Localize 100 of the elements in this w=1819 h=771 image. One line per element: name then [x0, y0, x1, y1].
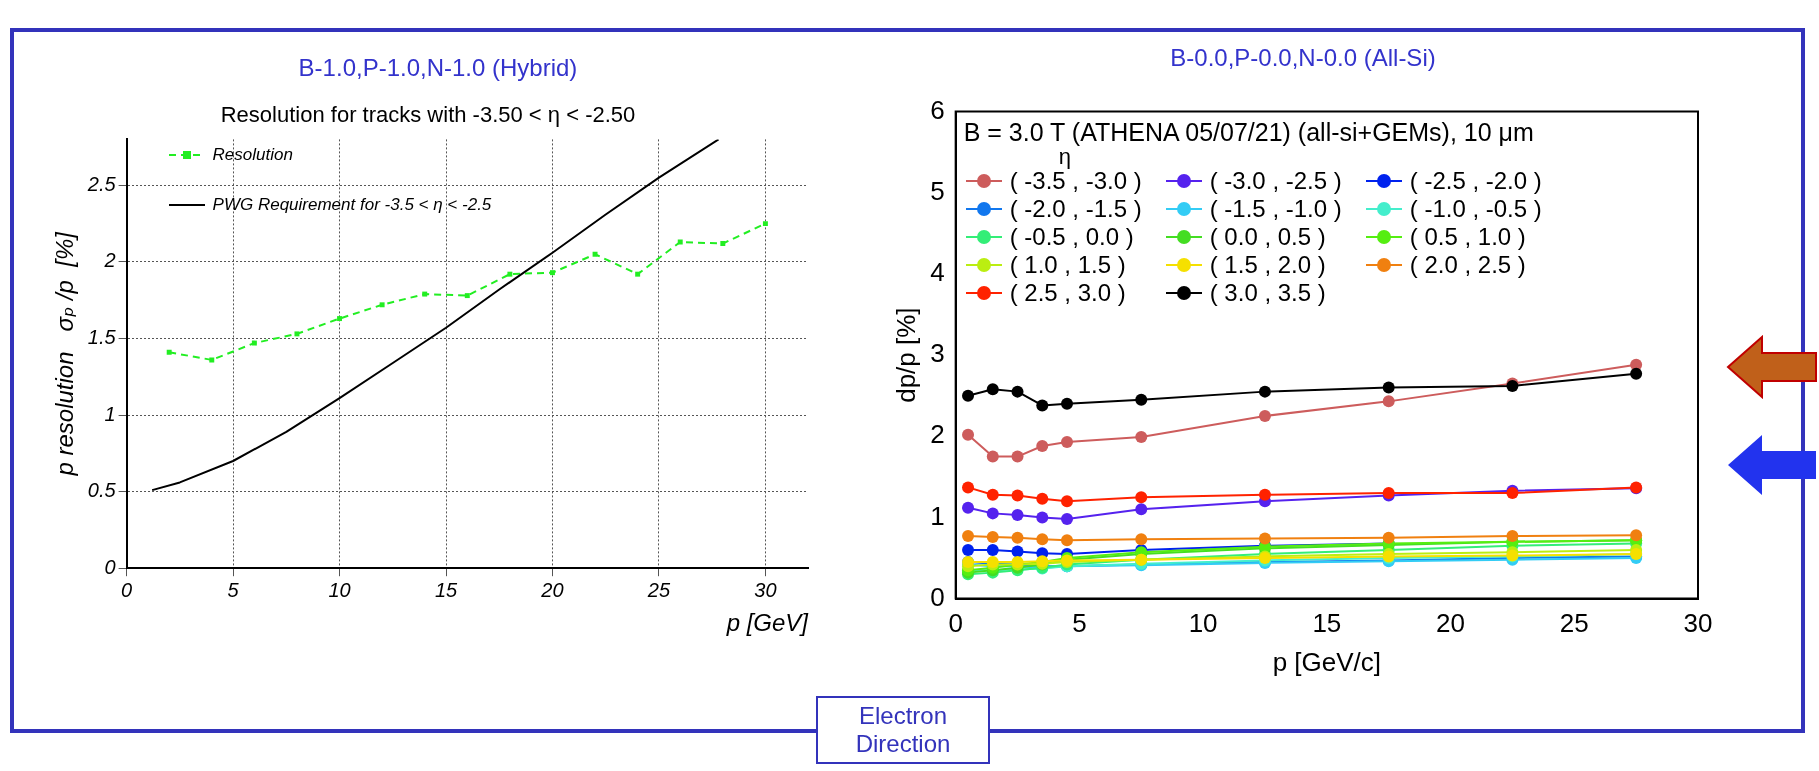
y-tick-label: 1 — [104, 402, 116, 425]
point — [1258, 385, 1271, 398]
point — [720, 241, 726, 247]
point — [294, 331, 300, 337]
point — [1061, 534, 1074, 547]
point — [1011, 531, 1024, 544]
point — [550, 270, 555, 276]
x-tick-label: 10 — [328, 578, 351, 601]
point — [1135, 393, 1148, 406]
point — [592, 251, 598, 257]
chart-subtitle: B = 3.0 T (ATHENA 05/07/21) (all-si+GEMs), 10 μm — [963, 117, 1535, 147]
legend-label: ( -1.5 , -1.0 ) — [1209, 194, 1342, 223]
legend-label: PWG Requirement for -3.5 < η < -2.5 — [212, 195, 492, 216]
x-tick-label: 15 — [1312, 608, 1342, 639]
point — [1382, 395, 1395, 408]
point — [1036, 511, 1049, 524]
x-axis-title: p [GeV/c] — [1272, 646, 1382, 677]
point — [422, 291, 428, 297]
point — [962, 530, 975, 543]
point — [1011, 489, 1024, 502]
x-tick-label: 25 — [646, 578, 671, 601]
point — [1382, 381, 1395, 394]
point — [1258, 532, 1271, 545]
legend-label: ( -3.0 , -2.5 ) — [1209, 166, 1342, 195]
point — [635, 271, 641, 277]
point — [1011, 450, 1024, 463]
point — [1135, 491, 1148, 504]
legend-label: ( 2.0 , 2.5 ) — [1409, 250, 1526, 279]
y-axis-title: p resolution σₚ /p [%] — [51, 230, 79, 477]
point — [1630, 367, 1643, 380]
legend-label: ( 1.0 , 1.5 ) — [1009, 250, 1126, 279]
point — [762, 221, 768, 227]
x-tick-label: 0 — [121, 578, 133, 601]
x-tick-label: 30 — [1683, 608, 1713, 639]
y-tick-label: 0.5 — [87, 479, 117, 502]
point — [507, 271, 513, 277]
point — [962, 389, 975, 402]
point — [1011, 545, 1024, 558]
chart-subtitle: Resolution for tracks with -3.50 < η < -2.50 — [220, 102, 636, 128]
point — [1061, 513, 1074, 526]
y-axis-title: dp/p [%] — [890, 307, 921, 403]
y-tick-label: 2.5 — [86, 172, 117, 195]
point — [1061, 397, 1074, 410]
x-tick-label: 5 — [1072, 608, 1087, 639]
point — [1135, 533, 1148, 546]
y-tick-label: 1.5 — [87, 326, 117, 349]
x-tick-label: 30 — [754, 578, 777, 601]
point — [962, 428, 975, 441]
point — [1061, 435, 1074, 448]
point — [1011, 509, 1024, 521]
point — [209, 357, 215, 363]
y-tick-label: 3 — [930, 338, 945, 369]
point — [986, 488, 999, 501]
point — [1036, 399, 1049, 412]
point — [1630, 529, 1643, 542]
point — [1135, 431, 1148, 444]
point — [251, 340, 257, 346]
point — [1258, 488, 1271, 501]
y-tick-label: 4 — [930, 257, 945, 288]
point — [962, 481, 975, 494]
y-tick-label: 2 — [930, 419, 945, 450]
point — [166, 349, 172, 355]
legend-label: ( 3.0 , 3.5 ) — [1209, 278, 1326, 307]
point — [1036, 440, 1049, 453]
legend-label: ( 0.0 , 0.5 ) — [1209, 222, 1326, 251]
point — [1061, 495, 1074, 508]
point — [1011, 385, 1024, 398]
y-tick-label: 2 — [103, 249, 116, 272]
point — [986, 450, 999, 463]
point — [986, 543, 999, 556]
x-tick-label: 20 — [540, 578, 564, 601]
x-tick-label: 25 — [1559, 608, 1589, 639]
chart-title: B-0.0,P-0.0,N-0.0 (All-Si) — [1169, 43, 1437, 73]
x-axis-title: p [GeV] — [725, 609, 810, 637]
point — [1036, 492, 1049, 505]
legend-label: Resolution — [212, 145, 293, 166]
legend-label: ( -2.0 , -1.5 ) — [1009, 194, 1142, 223]
y-tick-label: 1 — [930, 500, 945, 531]
point — [1382, 531, 1395, 544]
point — [1135, 503, 1148, 516]
point — [962, 501, 975, 514]
legend-label: ( -2.5 , -2.0 ) — [1409, 166, 1542, 195]
x-tick-label: 20 — [1436, 608, 1466, 639]
legend-label: ( -0.5 , 0.0 ) — [1009, 222, 1134, 251]
legend-label: ( -1.0 , -0.5 ) — [1409, 194, 1542, 223]
point — [1258, 409, 1271, 422]
x-tick-label: 15 — [434, 578, 459, 601]
point — [464, 293, 470, 299]
point — [986, 530, 999, 543]
point — [962, 543, 975, 556]
legend-label: ( 0.5 , 1.0 ) — [1409, 222, 1526, 251]
y-tick-label: 5 — [930, 175, 945, 206]
legend-label: ( 1.5 , 2.0 ) — [1209, 250, 1326, 279]
point — [1036, 533, 1049, 546]
point — [986, 507, 999, 520]
chart-title: B-1.0,P-1.0,N-1.0 (Hybrid) — [297, 53, 579, 83]
x-tick-label: 5 — [227, 578, 240, 601]
x-tick-label: 10 — [1188, 608, 1218, 639]
point — [986, 383, 999, 396]
legend-label: ( 2.5 , 3.0 ) — [1009, 278, 1126, 307]
